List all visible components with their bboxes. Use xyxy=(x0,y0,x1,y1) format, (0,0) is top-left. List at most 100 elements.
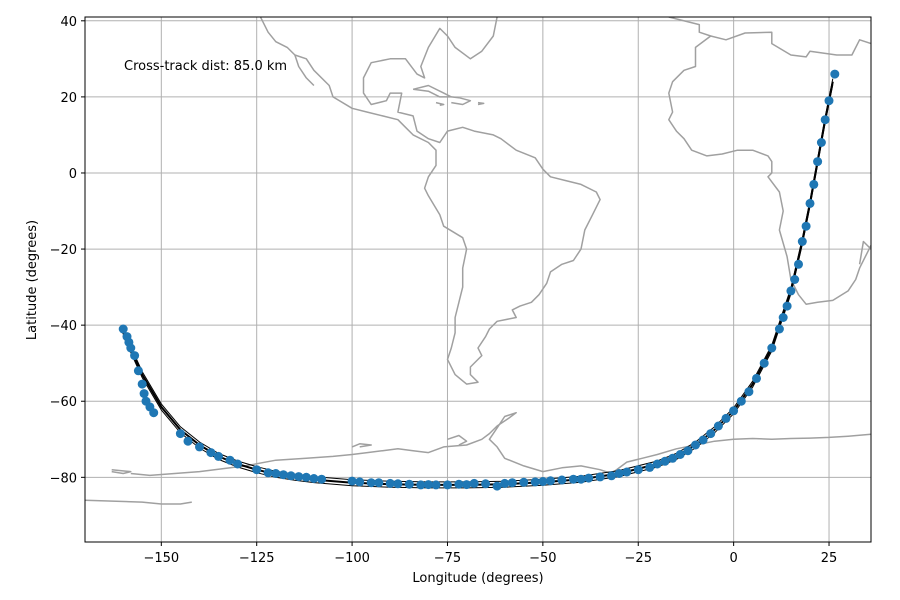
data-point xyxy=(118,324,128,334)
y-tick-label: 20 xyxy=(60,91,77,106)
data-point xyxy=(706,429,716,439)
data-point xyxy=(721,413,731,423)
data-point xyxy=(736,396,746,406)
x-tick-label: −50 xyxy=(529,551,556,566)
data-point xyxy=(183,436,193,446)
x-tick-label: −150 xyxy=(143,551,179,566)
data-point xyxy=(233,459,243,469)
coastline-path xyxy=(451,96,472,106)
coastline-path xyxy=(130,411,871,477)
data-point xyxy=(816,138,826,147)
y-tick-label: −20 xyxy=(50,243,77,258)
data-point xyxy=(481,479,491,489)
data-point xyxy=(675,450,685,459)
data-point xyxy=(423,480,433,490)
data-point xyxy=(133,366,143,376)
coastline-path xyxy=(435,101,445,107)
data-point xyxy=(576,474,586,484)
data-point xyxy=(347,476,357,486)
data-point xyxy=(660,456,670,466)
data-point xyxy=(614,469,624,478)
plot-frame xyxy=(84,16,872,543)
data-point xyxy=(507,478,517,488)
data-point xyxy=(404,479,414,489)
data-point xyxy=(443,480,452,490)
x-tick-label: −75 xyxy=(434,551,461,566)
coastline-path xyxy=(858,240,871,265)
data-point xyxy=(126,343,136,353)
data-point xyxy=(195,442,204,452)
data-point xyxy=(622,467,632,477)
data-point xyxy=(454,479,464,489)
data-point xyxy=(393,479,403,489)
x-tick-label: −100 xyxy=(334,551,370,566)
data-point xyxy=(713,421,723,431)
data-point xyxy=(774,324,784,334)
y-tick-label: 40 xyxy=(60,15,77,30)
data-point xyxy=(645,462,655,472)
data-point xyxy=(130,351,140,361)
data-point xyxy=(301,472,311,482)
data-point xyxy=(830,69,840,79)
data-point xyxy=(374,478,384,488)
data-point xyxy=(225,455,235,465)
data-point xyxy=(263,468,273,478)
y-tick-label: −40 xyxy=(50,319,77,334)
data-point xyxy=(809,179,819,189)
data-point xyxy=(416,480,426,490)
data-point xyxy=(139,389,149,399)
x-axis-label: Longitude (degrees) xyxy=(412,571,543,586)
data-point xyxy=(309,474,319,483)
y-axis-label: Latitude (degrees) xyxy=(25,220,40,340)
data-point xyxy=(492,481,502,491)
x-tick-label: −25 xyxy=(625,551,652,566)
y-tick-label: −80 xyxy=(50,471,77,486)
coastline-path xyxy=(477,101,485,106)
data-point xyxy=(568,474,578,484)
data-point xyxy=(252,465,262,475)
data-point xyxy=(149,408,159,418)
data-point xyxy=(469,478,479,488)
data-point xyxy=(538,477,548,486)
data-point xyxy=(607,471,616,481)
grid xyxy=(85,17,871,542)
data-point xyxy=(317,474,327,484)
data-point xyxy=(805,198,815,208)
data-point xyxy=(797,237,807,246)
data-point xyxy=(794,259,803,269)
coastline-path xyxy=(447,434,468,446)
x-tick-label: 0 xyxy=(730,551,738,566)
data-point xyxy=(744,387,754,397)
coastline-path xyxy=(351,443,372,448)
data-point xyxy=(500,478,510,488)
data-point xyxy=(175,429,185,439)
data-point xyxy=(286,471,296,481)
coastline-path xyxy=(259,17,601,385)
data-point xyxy=(557,475,567,485)
data-point xyxy=(778,313,788,322)
data-point xyxy=(801,221,811,231)
data-point xyxy=(355,477,365,487)
data-point xyxy=(385,478,395,488)
y-tick-label: −60 xyxy=(50,395,77,410)
data-point xyxy=(137,379,147,389)
data-point xyxy=(546,476,555,486)
x-ticks: −150 −125 −100 −75 −50 −25 0 25 xyxy=(143,542,837,566)
data-point xyxy=(278,470,288,480)
scatter-points xyxy=(118,69,840,491)
data-point xyxy=(633,465,643,475)
data-point xyxy=(767,343,777,353)
data-point xyxy=(790,275,800,284)
data-point xyxy=(652,459,662,469)
data-point xyxy=(462,480,472,490)
coastline-path xyxy=(668,17,871,305)
x-tick-label: 25 xyxy=(821,551,838,566)
coastline-path xyxy=(85,499,192,505)
data-point xyxy=(668,453,678,463)
y-ticks: −80 −60 −40 −20 0 20 40 xyxy=(50,15,85,486)
data-point xyxy=(698,435,708,445)
data-point xyxy=(214,451,223,461)
x-tick-label: −125 xyxy=(239,551,275,566)
